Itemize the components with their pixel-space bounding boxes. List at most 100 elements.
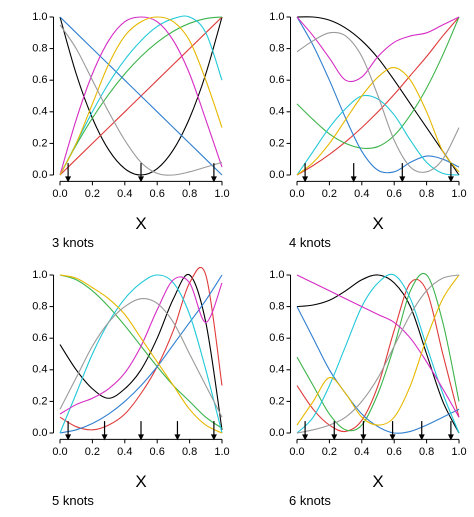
knot-arrow bbox=[65, 421, 72, 441]
knot-arrow bbox=[418, 421, 425, 441]
knot-arrow bbox=[302, 163, 309, 183]
x-tick-label: 0.4 bbox=[354, 188, 369, 200]
curve bbox=[296, 16, 460, 83]
y-tick-label: 1.0 bbox=[269, 269, 284, 281]
panel: 0.0 0.2 0.4 0.6 0.8 1.0 0.0 0.2 0.4 0.6 0.8 1.0 X 4 k… bbox=[269, 11, 466, 250]
y-tick-label: 0.2 bbox=[269, 137, 284, 149]
x-tick-label: 1.0 bbox=[214, 446, 229, 458]
y-tick-label: 0.8 bbox=[32, 301, 47, 313]
y-tick-label: 0.6 bbox=[32, 332, 47, 344]
curve bbox=[59, 16, 223, 176]
y-tick-label: 0.6 bbox=[32, 74, 47, 86]
panel: 0.0 0.2 0.4 0.6 0.8 1.0 0.0 0.2 0.4 0.6 0.8 1.0 X 5 k… bbox=[32, 266, 230, 508]
x-tick-label: 0.2 bbox=[85, 446, 100, 458]
curve bbox=[59, 24, 223, 176]
x-tick-label: 0.6 bbox=[387, 446, 402, 458]
panel-caption: 3 knots bbox=[52, 235, 94, 250]
panel-caption: 4 knots bbox=[289, 235, 331, 250]
y-tick-label: 0.4 bbox=[269, 364, 284, 376]
knot-arrow bbox=[447, 163, 454, 183]
y-tick-label: 0.4 bbox=[32, 364, 47, 376]
knot-arrow bbox=[210, 163, 217, 183]
x-tick-label: 0.6 bbox=[150, 188, 165, 200]
curve bbox=[296, 31, 460, 173]
x-axis-label: X bbox=[135, 472, 146, 491]
x-tick-label: 0.8 bbox=[419, 188, 434, 200]
knot-arrow-head bbox=[447, 434, 454, 441]
knot-arrow bbox=[389, 421, 396, 441]
knot-arrow-head bbox=[302, 176, 309, 183]
knot-arrow-head bbox=[331, 434, 338, 441]
curve bbox=[59, 274, 223, 434]
curve bbox=[296, 274, 460, 426]
knot-arrow-head bbox=[302, 434, 309, 441]
knot-arrow-head bbox=[399, 176, 406, 183]
knot-arrow-head bbox=[389, 434, 396, 441]
knot-arrow-head bbox=[101, 434, 108, 441]
knot-arrow-head bbox=[350, 176, 357, 183]
panel-caption: 5 knots bbox=[52, 493, 94, 508]
knot-arrow-head bbox=[447, 176, 454, 183]
knot-arrow bbox=[360, 421, 367, 441]
x-tick-label: 0.8 bbox=[182, 188, 197, 200]
knot-arrow-head bbox=[418, 434, 425, 441]
x-tick-label: 0.6 bbox=[150, 446, 165, 458]
knot-arrow bbox=[399, 163, 406, 183]
y-tick-label: 0.0 bbox=[32, 169, 47, 181]
curve bbox=[296, 16, 460, 149]
panel: 0.0 0.2 0.4 0.6 0.8 1.0 0.0 0.2 0.4 0.6 0.8 1.0 X 3 k… bbox=[32, 11, 229, 250]
curve bbox=[296, 306, 460, 434]
y-tick-label: 0.2 bbox=[32, 395, 47, 407]
y-tick-label: 1.0 bbox=[32, 11, 47, 23]
curve bbox=[59, 16, 223, 176]
y-tick-label: 0.8 bbox=[269, 301, 284, 313]
curve bbox=[296, 67, 460, 176]
y-tick-label: 0.2 bbox=[32, 137, 47, 149]
knot-arrow bbox=[174, 421, 181, 441]
x-tick-label: 0.2 bbox=[322, 446, 337, 458]
curve bbox=[296, 273, 460, 432]
y-tick-label: 0.0 bbox=[269, 169, 284, 181]
panel-caption: 6 knots bbox=[289, 493, 331, 508]
y-tick-label: 0.6 bbox=[269, 74, 284, 86]
curve bbox=[59, 276, 223, 415]
y-tick-label: 0.2 bbox=[269, 395, 284, 407]
knot-arrow-head bbox=[138, 176, 144, 183]
x-tick-label: 0.0 bbox=[52, 446, 67, 458]
knot-arrow bbox=[101, 421, 108, 441]
y-tick-label: 1.0 bbox=[269, 11, 284, 23]
y-tick-label: 0.8 bbox=[269, 43, 284, 55]
panel: 0.0 0.2 0.4 0.6 0.8 1.0 0.0 0.2 0.4 0.6 0.8 1.0 X 6 k… bbox=[269, 269, 466, 508]
x-axis-label: X bbox=[372, 472, 383, 491]
x-tick-label: 0.0 bbox=[52, 188, 67, 200]
y-tick-label: 0.0 bbox=[32, 427, 47, 439]
y-tick-label: 0.4 bbox=[269, 106, 284, 118]
y-tick-label: 0.0 bbox=[269, 427, 284, 439]
curve bbox=[59, 274, 223, 434]
x-tick-label: 1.0 bbox=[214, 188, 229, 200]
curve bbox=[296, 16, 460, 176]
y-tick-label: 0.4 bbox=[32, 106, 47, 118]
curve bbox=[59, 16, 223, 176]
x-tick-label: 0.8 bbox=[419, 446, 434, 458]
knot-arrow bbox=[210, 421, 217, 441]
curve bbox=[296, 16, 460, 174]
curve bbox=[59, 266, 223, 431]
curve bbox=[296, 273, 460, 434]
y-tick-label: 0.8 bbox=[32, 43, 47, 55]
x-tick-label: 0.0 bbox=[289, 446, 304, 458]
knot-arrow bbox=[447, 421, 454, 441]
curve bbox=[296, 274, 460, 434]
x-tick-label: 1.0 bbox=[451, 446, 466, 458]
x-tick-label: 0.2 bbox=[85, 188, 100, 200]
y-tick-label: 0.6 bbox=[269, 332, 284, 344]
x-axis-label: X bbox=[372, 214, 383, 233]
knot-arrow-head bbox=[360, 434, 367, 441]
x-tick-label: 0.4 bbox=[354, 446, 369, 458]
knot-arrow-head bbox=[210, 176, 217, 183]
curve bbox=[59, 15, 223, 176]
knot-arrow-head bbox=[210, 434, 217, 441]
knot-arrow bbox=[138, 163, 144, 183]
x-tick-label: 0.4 bbox=[117, 188, 132, 200]
